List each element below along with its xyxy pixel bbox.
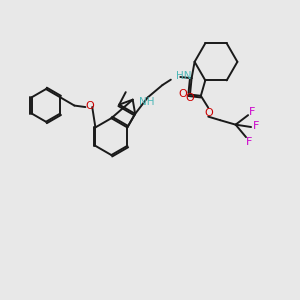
Text: HN: HN <box>176 71 192 81</box>
Text: F: F <box>246 137 252 147</box>
Text: F: F <box>249 107 255 117</box>
Text: O: O <box>204 108 213 118</box>
Text: O: O <box>185 93 194 103</box>
Text: F: F <box>253 122 260 131</box>
Text: O: O <box>178 89 188 99</box>
Text: O: O <box>85 101 94 111</box>
Text: NH: NH <box>139 97 155 107</box>
